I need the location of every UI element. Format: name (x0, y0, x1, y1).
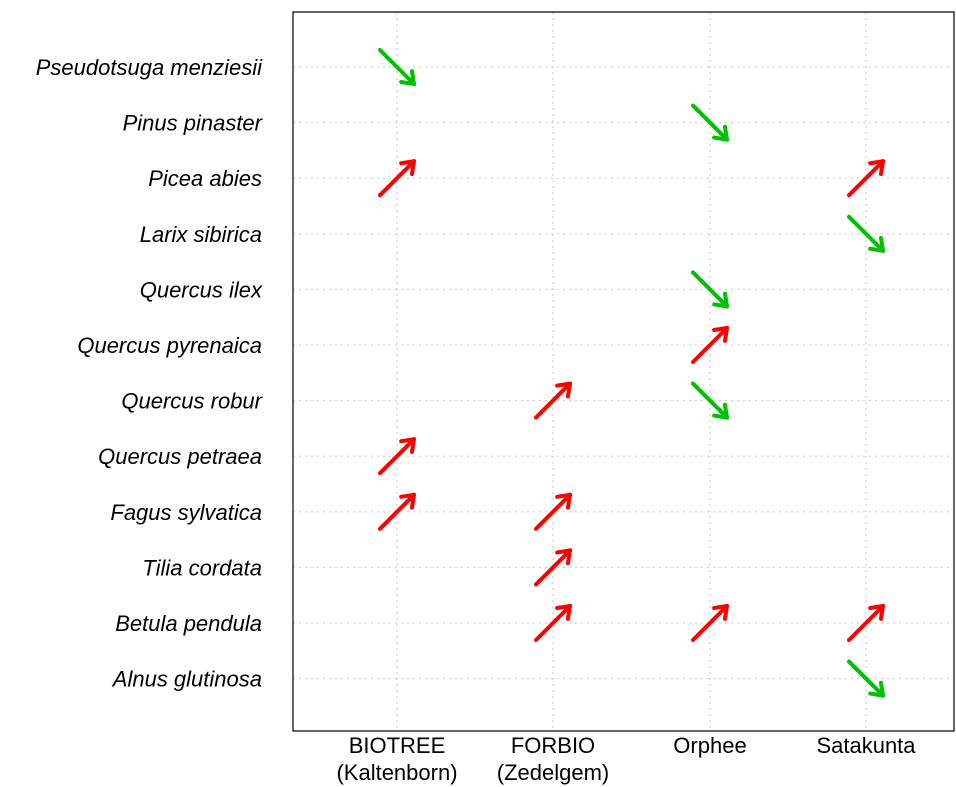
arrow-down-marker (847, 214, 885, 253)
species-label: Quercus petraea (98, 444, 262, 469)
site-labels: BIOTREE(Kaltenborn) FORBIO(Zedelgem) Orphe… (336, 733, 916, 785)
species-label: Alnus glutinosa (111, 667, 262, 692)
arrow-up-marker (534, 381, 572, 420)
arrow-up-marker (691, 604, 729, 642)
arrow-up-marker (534, 492, 572, 531)
arrow-up-marker (847, 604, 885, 642)
arrow-down-marker (691, 381, 729, 420)
species-label: Quercus robur (121, 389, 263, 414)
species-labels: Pseudotsuga menziesii Pinus pinaster Picea… (36, 55, 264, 692)
species-label: Pinus pinaster (123, 111, 264, 136)
arrow-up-marker (691, 326, 729, 364)
arrow-up-marker (378, 437, 416, 476)
species-label: Quercus pyrenaica (77, 333, 262, 358)
species-label: Tilia cordata (142, 555, 262, 580)
species-label: Picea abies (148, 166, 262, 191)
species-label: Larix sibirica (140, 222, 262, 247)
site-label: (Kaltenborn) (336, 760, 457, 785)
site-label: (Zedelgem) (497, 760, 609, 785)
arrow-markers (378, 48, 885, 698)
arrow-down-marker (378, 48, 416, 86)
arrow-up-marker (534, 548, 572, 587)
site-label: Orphee (673, 733, 746, 758)
plot-frame (292, 11, 955, 732)
arrow-up-marker (534, 604, 572, 642)
grid-lines (293, 12, 954, 731)
species-label: Pseudotsuga menziesii (36, 55, 263, 80)
arrow-down-marker (847, 659, 885, 698)
species-label: Fagus sylvatica (110, 500, 262, 525)
arrow-up-marker (378, 492, 416, 531)
arrow-down-marker (691, 270, 729, 309)
arrow-up-marker (847, 159, 885, 198)
species-label: Quercus ilex (140, 277, 263, 302)
species-label: Betula pendula (115, 611, 262, 636)
site-label: Satakunta (816, 733, 916, 758)
arrow-up-marker (378, 159, 416, 198)
site-label: BIOTREE (349, 733, 446, 758)
arrow-down-marker (691, 103, 729, 142)
site-label: FORBIO (511, 733, 595, 758)
